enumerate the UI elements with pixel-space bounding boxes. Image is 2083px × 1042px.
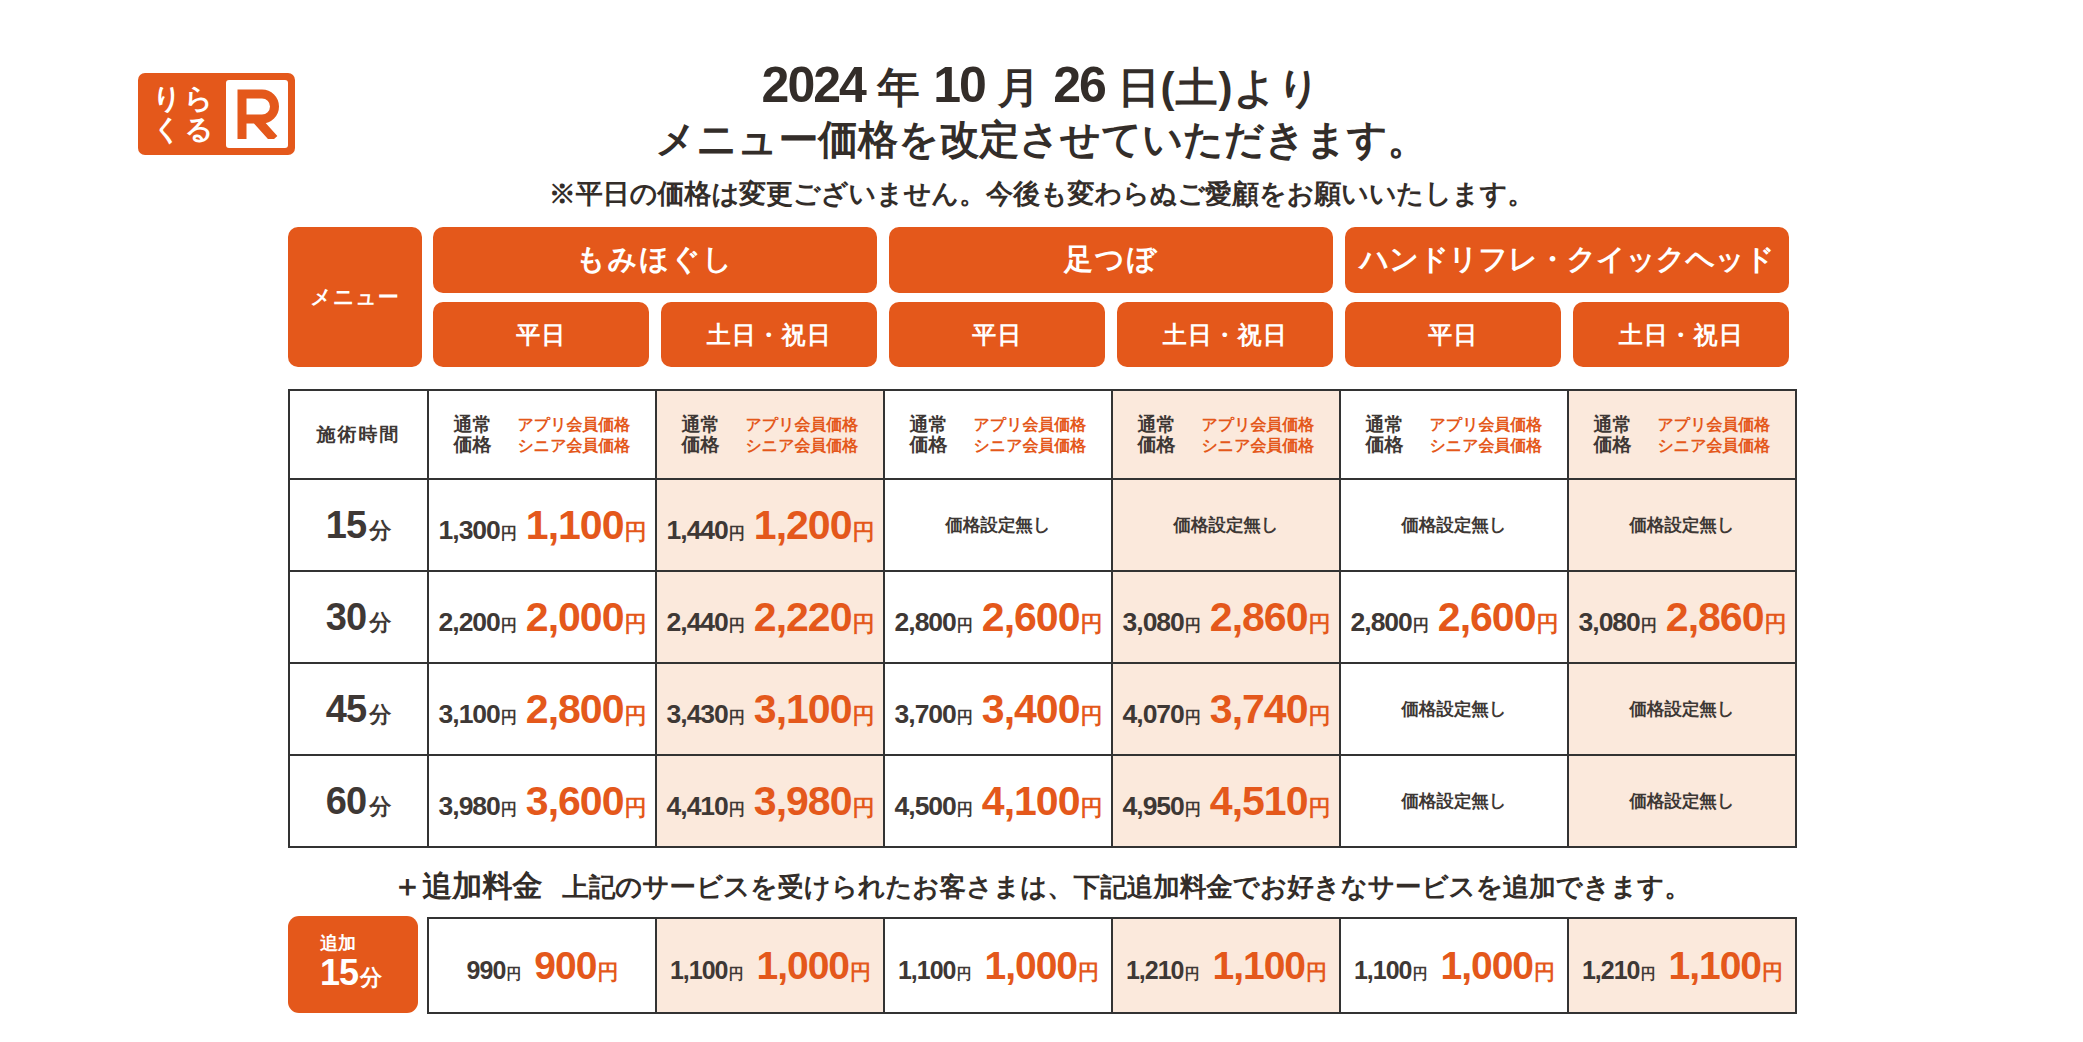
- price-cell: 3,100円2,800円: [429, 689, 655, 730]
- addon-note: ＋追加料金上記のサービスを受けられたお客さまは、下記追加料金でお好きなサービスを…: [0, 866, 2083, 907]
- duration-cell: 30分: [290, 596, 427, 639]
- price-cell: 1,300円1,100円: [429, 505, 655, 546]
- price-cell: 3,430円3,100円: [657, 689, 883, 730]
- price-cell: 2,800円2,600円: [885, 597, 1111, 638]
- no-price-cell: 価格設定無し: [1569, 513, 1795, 537]
- price-cell: 2,440円2,220円: [657, 597, 883, 638]
- price-cell: 3,080円2,860円: [1569, 597, 1795, 638]
- addon-price-cell: 1,100円1,000円: [657, 946, 883, 985]
- time-header: 施術時間: [290, 422, 427, 448]
- day-header-4: 土日・祝日: [1117, 302, 1333, 367]
- price-header: 通常 価格アプリ会員価格 シニア会員価格: [1113, 414, 1339, 456]
- price-header: 通常 価格アプリ会員価格 シニア会員価格: [885, 414, 1111, 456]
- duration-cell: 45分: [290, 688, 427, 731]
- price-cell: 3,980円3,600円: [429, 781, 655, 822]
- no-price-cell: 価格設定無し: [885, 513, 1111, 537]
- price-cell: 3,080円2,860円: [1113, 597, 1339, 638]
- price-header: 通常 価格アプリ会員価格 シニア会員価格: [429, 414, 655, 456]
- day-header-6: 土日・祝日: [1573, 302, 1789, 367]
- no-price-cell: 価格設定無し: [1569, 697, 1795, 721]
- addon-note-desc: 上記のサービスを受けられたお客さまは、下記追加料金でお好きなサービスを追加できま…: [562, 872, 1691, 902]
- price-cell: 1,440円1,200円: [657, 505, 883, 546]
- price-cell: 4,070円3,740円: [1113, 689, 1339, 730]
- addon-box-duration: 15分: [320, 954, 418, 997]
- addon-15min-box: 追加 15分: [288, 916, 418, 1013]
- no-price-cell: 価格設定無し: [1569, 789, 1795, 813]
- day-header-1: 平日: [433, 302, 649, 367]
- page-title: 2024 年 10 月 26 日(土)より メニュー価格を改定させていただきます…: [0, 60, 2083, 165]
- duration-cell: 60分: [290, 780, 427, 823]
- price-table: 施術時間通常 価格アプリ会員価格 シニア会員価格通常 価格アプリ会員価格 シニア…: [288, 389, 1797, 848]
- addon-price-cell: 1,100円1,000円: [885, 946, 1111, 985]
- no-price-cell: 価格設定無し: [1341, 697, 1567, 721]
- price-cell: 4,950円4,510円: [1113, 781, 1339, 822]
- day-header-3: 平日: [889, 302, 1105, 367]
- duration-cell: 15分: [290, 504, 427, 547]
- day-header-2: 土日・祝日: [661, 302, 877, 367]
- group-header-1: もみほぐし: [433, 227, 877, 293]
- no-price-cell: 価格設定無し: [1113, 513, 1339, 537]
- no-price-cell: 価格設定無し: [1341, 513, 1567, 537]
- addon-price-table: 990円900円1,100円1,000円1,100円1,000円1,210円1,…: [427, 917, 1797, 1014]
- price-cell: 4,410円3,980円: [657, 781, 883, 822]
- price-revision-notice: りら くる 2024 年 10 月 26 日(土)より メニュー価格を改定させて…: [0, 0, 2083, 1042]
- addon-price-cell: 990円900円: [429, 946, 655, 985]
- price-header: 通常 価格アプリ会員価格 シニア会員価格: [1569, 414, 1795, 456]
- day-header-5: 平日: [1345, 302, 1561, 367]
- no-price-cell: 価格設定無し: [1341, 789, 1567, 813]
- addon-price-cell: 1,210円1,100円: [1113, 946, 1339, 985]
- group-header-3: ハンドリフレ・クイックヘッド: [1345, 227, 1789, 293]
- addon-price-cell: 1,210円1,100円: [1569, 946, 1795, 985]
- price-cell: 4,500円4,100円: [885, 781, 1111, 822]
- price-cell: 2,800円2,600円: [1341, 597, 1567, 638]
- menu-header: メニュー: [288, 227, 422, 367]
- addon-box-label: 追加: [320, 932, 418, 954]
- menu-header-band: メニューもみほぐし足つぼハンドリフレ・クイックヘッド平日土日・祝日平日土日・祝日…: [288, 227, 1793, 367]
- title-note: ※平日の価格は変更ございません。今後も変わらぬご愛顧をお願いいたします。: [0, 176, 2083, 212]
- price-header: 通常 価格アプリ会員価格 シニア会員価格: [1341, 414, 1567, 456]
- price-cell: 2,200円2,000円: [429, 597, 655, 638]
- price-header: 通常 価格アプリ会員価格 シニア会員価格: [657, 414, 883, 456]
- addon-price-cell: 1,100円1,000円: [1341, 946, 1567, 985]
- addon-note-title: ＋追加料金: [392, 869, 542, 902]
- price-cell: 3,700円3,400円: [885, 689, 1111, 730]
- title-date-line: 2024 年 10 月 26 日(土)より: [0, 60, 2083, 113]
- title-main-line: メニュー価格を改定させていただきます。: [0, 113, 2083, 165]
- group-header-2: 足つぼ: [889, 227, 1333, 293]
